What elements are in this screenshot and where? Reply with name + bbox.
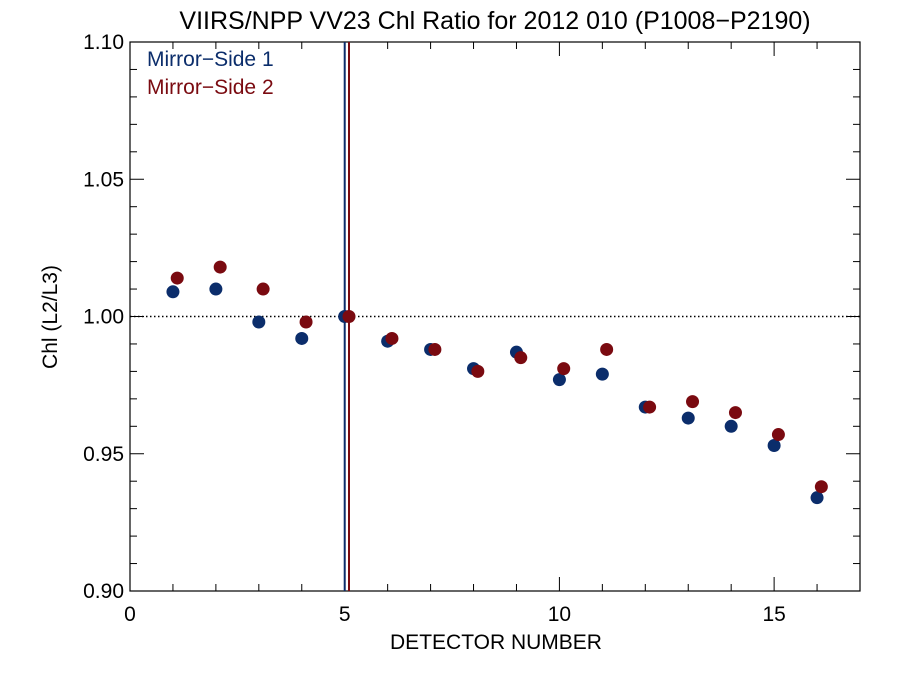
- series-2-point: [213, 260, 227, 274]
- y-tick-label: 1.10: [83, 31, 124, 54]
- y-tick-label: 1.00: [83, 306, 124, 329]
- series-1-point: [252, 315, 266, 329]
- series-1-point: [595, 367, 609, 381]
- plot-area: 0 5 10 15 0.90 0.95 1.00 1.05 1.10: [83, 31, 861, 626]
- series-2-point: [428, 342, 442, 356]
- x-tick-label: 0: [124, 603, 136, 626]
- chart-title: VIIRS/NPP VV23 Chl Ratio for 2012 010 (P…: [179, 7, 810, 35]
- y-axis-label: Chl (L2/L3): [39, 265, 62, 369]
- series-2-point: [643, 400, 657, 414]
- series-2-point: [256, 282, 270, 296]
- series-2-point: [728, 406, 742, 420]
- x-axis-label: DETECTOR NUMBER: [390, 631, 602, 654]
- series-1-point: [767, 439, 781, 453]
- series-1-point: [552, 373, 566, 387]
- x-tick-label: 15: [762, 603, 785, 626]
- series-2-point: [557, 362, 571, 376]
- y-tick-label: 0.95: [83, 443, 124, 466]
- x-tick-label: 10: [548, 603, 571, 626]
- series-2-point: [299, 315, 313, 329]
- series-2-point: [514, 351, 528, 365]
- legend: Mirror−Side 1 Mirror−Side 2: [147, 48, 274, 99]
- y-tick-label: 0.90: [83, 580, 124, 603]
- legend-entry-series-1: Mirror−Side 1: [147, 48, 274, 71]
- series-1-point: [295, 331, 309, 345]
- series-2-point: [385, 331, 399, 345]
- series-1-point: [166, 285, 180, 299]
- x-tick-label: 5: [339, 603, 351, 626]
- series-1-point: [681, 411, 695, 425]
- series-2-point: [471, 364, 485, 378]
- series-2-point: [814, 480, 828, 494]
- y-tick-label: 1.05: [83, 168, 124, 191]
- series-1-point: [209, 282, 223, 296]
- series-1-point: [724, 419, 738, 433]
- series-1-point: [810, 491, 824, 505]
- series-2-point: [600, 342, 614, 356]
- series-2-point: [342, 310, 356, 323]
- series-2-point: [170, 271, 184, 285]
- series-2-point: [771, 428, 785, 442]
- legend-entry-series-2: Mirror−Side 2: [147, 76, 274, 99]
- series-2-point: [686, 395, 700, 409]
